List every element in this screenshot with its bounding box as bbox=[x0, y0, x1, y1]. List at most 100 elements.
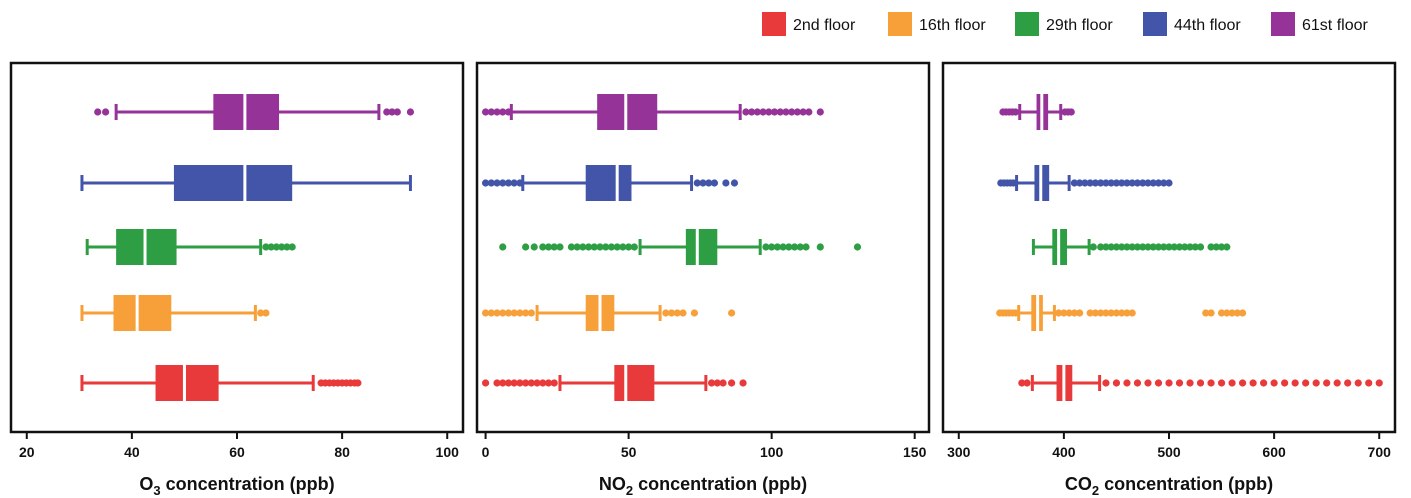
outlier-point bbox=[707, 379, 716, 387]
outlier-point bbox=[1154, 179, 1163, 187]
outlier-point bbox=[530, 243, 538, 251]
box-series bbox=[999, 94, 1075, 130]
outlier-point bbox=[1128, 309, 1136, 317]
outlier-point bbox=[487, 108, 495, 116]
outlier-point bbox=[596, 243, 604, 251]
outlier-point bbox=[1238, 309, 1247, 317]
outlier-point bbox=[805, 108, 813, 116]
outlier-point bbox=[1076, 179, 1084, 187]
outlier-point bbox=[406, 108, 415, 116]
outlier-point bbox=[262, 309, 270, 317]
outlier-point bbox=[1149, 179, 1157, 187]
outlier-point bbox=[1186, 243, 1194, 251]
outlier-point bbox=[1091, 179, 1100, 187]
box-series bbox=[80, 365, 362, 401]
outlier-point bbox=[1011, 108, 1020, 116]
outlier-point bbox=[1170, 243, 1178, 251]
outlier-point bbox=[1223, 243, 1231, 251]
outlier-point bbox=[539, 243, 547, 251]
outlier-point bbox=[782, 108, 790, 116]
outlier-point bbox=[267, 243, 275, 251]
outlier-point bbox=[584, 243, 593, 251]
outlier-point bbox=[550, 243, 558, 251]
x-tick-label: 0 bbox=[482, 444, 490, 460]
outlier-point bbox=[533, 379, 541, 387]
outlier-point bbox=[1112, 243, 1121, 251]
outlier-point bbox=[1118, 243, 1126, 251]
outlier-point bbox=[1123, 379, 1131, 387]
legend-swatch bbox=[1015, 12, 1039, 36]
outlier-point bbox=[630, 243, 638, 251]
outlier-point bbox=[1160, 243, 1168, 251]
outlier-point bbox=[481, 108, 490, 116]
outlier-point bbox=[690, 309, 699, 317]
outlier-point bbox=[1070, 309, 1078, 317]
legend-label: 61st floor bbox=[1302, 17, 1368, 34]
outlier-point bbox=[1133, 243, 1142, 251]
outlier-point bbox=[499, 309, 507, 317]
outlier-point bbox=[1212, 243, 1220, 251]
outlier-point bbox=[1112, 309, 1121, 317]
outlier-point bbox=[1154, 379, 1163, 387]
outlier-point bbox=[1097, 243, 1105, 251]
outlier-point bbox=[742, 108, 750, 116]
box-series bbox=[1018, 365, 1383, 401]
outlier-point bbox=[790, 243, 799, 251]
outlier-point bbox=[493, 309, 501, 317]
outlier-point bbox=[354, 379, 362, 387]
outlier-point bbox=[590, 243, 598, 251]
box-iqr bbox=[614, 365, 655, 401]
outlier-point bbox=[776, 108, 784, 116]
outlier-point bbox=[1202, 309, 1210, 317]
legend-label: 16th floor bbox=[919, 17, 986, 34]
legend-swatch bbox=[762, 12, 786, 36]
outlier-point bbox=[1123, 309, 1131, 317]
outlier-point bbox=[1128, 179, 1136, 187]
outlier-point bbox=[579, 243, 587, 251]
outlier-point bbox=[853, 243, 862, 251]
legend: 2nd floor 16th floor 29th floor 44th floor 6… bbox=[762, 12, 1368, 36]
outlier-point bbox=[1281, 379, 1289, 387]
outlier-point bbox=[1070, 179, 1078, 187]
outlier-point bbox=[796, 243, 804, 251]
outlier-point bbox=[1154, 243, 1163, 251]
box-series bbox=[997, 165, 1173, 201]
outlier-point bbox=[1165, 379, 1173, 387]
x-tick-label: 100 bbox=[436, 444, 460, 460]
outlier-point bbox=[527, 309, 535, 317]
outlier-point bbox=[779, 243, 787, 251]
chart-panel-3: 300 400 500 600 700 CO2 concentration (ppb) bbox=[941, 61, 1397, 498]
outlier-point bbox=[816, 108, 824, 116]
outlier-point bbox=[759, 108, 767, 116]
outlier-point bbox=[1118, 179, 1126, 187]
outlier-point bbox=[550, 379, 558, 387]
outlier-point bbox=[713, 379, 721, 387]
outlier-point bbox=[762, 243, 770, 251]
box-iqr bbox=[173, 165, 293, 201]
box-series bbox=[1031, 229, 1231, 265]
outlier-point bbox=[522, 309, 530, 317]
outlier-point bbox=[510, 379, 518, 387]
outlier-point bbox=[667, 309, 676, 317]
outlier-point bbox=[1107, 309, 1115, 317]
outlier-point bbox=[1067, 108, 1075, 116]
outlier-point bbox=[556, 243, 564, 251]
outlier-point bbox=[493, 108, 501, 116]
outlier-point bbox=[522, 243, 530, 251]
legend-swatch bbox=[1143, 12, 1167, 36]
legend-item: 61st floor bbox=[1271, 12, 1368, 36]
outlier-point bbox=[102, 108, 110, 116]
outlier-point bbox=[1228, 309, 1236, 317]
x-tick-label: 500 bbox=[1157, 444, 1181, 460]
x-axis-title: CO2 concentration (ppb) bbox=[1065, 474, 1273, 498]
box-series bbox=[80, 295, 270, 331]
box-iqr bbox=[155, 365, 219, 401]
legend-swatch bbox=[888, 12, 912, 36]
outlier-point bbox=[719, 379, 727, 387]
x-tick-label: 300 bbox=[947, 444, 971, 460]
outlier-point bbox=[272, 243, 281, 251]
outlier-point bbox=[1249, 379, 1257, 387]
outlier-point bbox=[1207, 243, 1215, 251]
box-series bbox=[499, 229, 862, 265]
outlier-point bbox=[705, 179, 713, 187]
